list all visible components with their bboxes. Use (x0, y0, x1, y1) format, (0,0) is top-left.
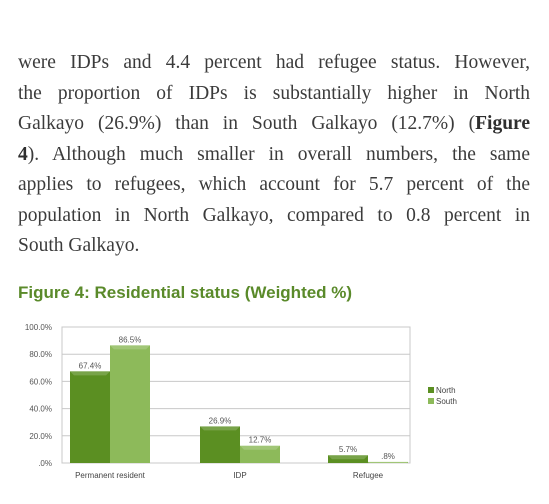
bold-text: Figure (475, 113, 530, 134)
text-run: were IDPs and 4.4 percent had refugee st… (18, 52, 530, 73)
residential-status-chart: .0% 20.0% 40.0% 60.0% 80.0% 100.0% 67.4% 86.5% P… (25, 323, 457, 480)
data-label: 67.4% (79, 361, 102, 370)
bar-north (328, 455, 368, 463)
paragraph-line: Galkayo (26.9%) than in South Galkayo (1… (18, 109, 530, 140)
bar-top-shade (240, 445, 280, 450)
bold-text: 4 (18, 143, 28, 165)
paragraph-line: 4). Although much smaller in overall num… (18, 140, 530, 171)
legend-label: South (436, 397, 457, 406)
paragraph-line: the proportion of IDPs is substantially … (18, 79, 530, 110)
data-label: 5.7% (339, 445, 357, 454)
text-run: South Galkayo. (18, 235, 140, 256)
paragraph-line: were IDPs and 4.4 percent had refugee st… (18, 48, 530, 79)
legend-label: North (436, 386, 456, 395)
y-tick-label: 60.0% (29, 377, 52, 386)
bar-north (70, 371, 110, 463)
y-tick-label: 80.0% (29, 350, 52, 359)
y-tick-label: .0% (38, 459, 52, 468)
text-run: Galkayo (26.9%) than in South Galkayo (1… (18, 113, 476, 134)
category-label: Permanent resident (75, 471, 146, 480)
y-tick-label: 100.0% (25, 323, 52, 332)
legend-swatch (428, 398, 434, 404)
y-tick-label: 20.0% (29, 432, 52, 441)
text-run: the proportion of IDPs is substantially … (18, 82, 530, 104)
bar-north (200, 426, 240, 463)
text-run: ). Although much smaller in overall numb… (27, 143, 530, 165)
bar-top-shade (200, 426, 240, 431)
data-label: 86.5% (119, 335, 142, 344)
bar-top-shade (368, 461, 408, 466)
bar-top-shade (70, 371, 110, 376)
bar-south (110, 345, 150, 463)
body-paragraph: were IDPs and 4.4 percent had refugee st… (18, 48, 530, 262)
data-label: 26.9% (209, 416, 232, 425)
bar-south (240, 445, 280, 463)
bar-south (368, 461, 408, 463)
y-tick-label: 40.0% (29, 405, 52, 414)
text-run: applies to refugees, which account for 5… (18, 174, 530, 195)
bar-top-shade (328, 455, 368, 460)
text-run: population in North Galkayo, compared to… (18, 204, 530, 226)
figure-title: Figure 4: Residential status (Weighted %… (18, 283, 353, 302)
data-label: .8% (381, 452, 395, 461)
category-label: IDP (233, 471, 246, 480)
category-label: Refugee (353, 471, 384, 480)
legend-swatch (428, 387, 434, 393)
bar-top-shade (110, 345, 150, 350)
paragraph-line: population in North Galkayo, compared to… (18, 201, 530, 232)
paragraph-line: South Galkayo. (18, 231, 530, 262)
paragraph-line: applies to refugees, which account for 5… (18, 170, 530, 201)
data-label: 12.7% (249, 436, 272, 445)
